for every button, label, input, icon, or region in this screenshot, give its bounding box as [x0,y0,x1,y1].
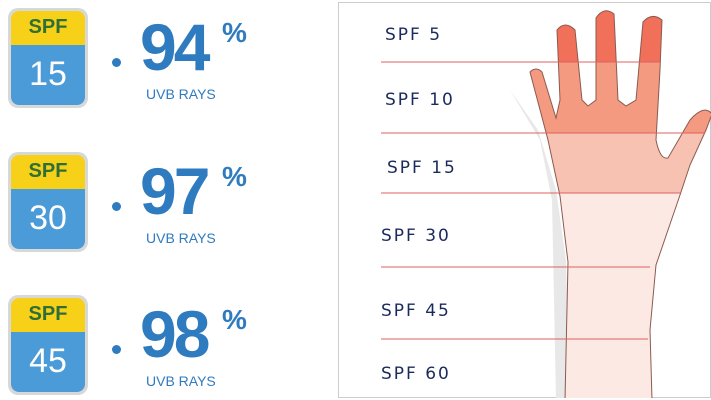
uvb-caption: UVB RAYS [146,86,216,102]
percent-sign: % [222,161,247,192]
uvb-caption: UVB RAYS [146,230,216,246]
spf-badge: SPF 15 [8,8,88,108]
divider-lines [381,61,705,340]
band-lower [530,193,711,398]
uvb-caption: UVB RAYS [146,373,216,389]
spf-badge: SPF 30 [8,152,88,252]
badge-number: 45 [11,331,85,392]
spf30-row: SPF 30 97 % UVB RAYS [0,148,330,252]
spf-label: SPF 15 [387,158,457,178]
spf-label: SPF 30 [381,226,451,246]
hand-shadow [510,90,570,398]
bullet-dot [112,58,121,67]
hand-illustration-panel: SPF 5 SPF 10 SPF 15 SPF 30 SPF 45 SPF 60 [338,2,711,398]
percent-sign: % [222,17,247,48]
percent-sign: % [222,304,247,335]
percent-value: 94 [140,10,210,84]
spf-label: SPF 10 [385,90,455,110]
bullet-dot [112,202,121,211]
spf-label: SPF 5 [385,25,443,45]
hand-illustration [381,10,711,398]
spf-badge: SPF 45 [8,295,88,395]
band-spf15 [530,133,711,193]
badge-number: 15 [11,44,85,105]
badge-label: SPF [11,298,85,332]
spf45-row: SPF 45 98 % UVB RAYS [0,291,330,395]
spf15-row: SPF 15 94 % UVB RAYS [0,4,330,108]
badge-label: SPF [11,155,85,189]
percent-value: 98 [140,297,210,371]
bullet-dot [112,345,121,354]
spf-label: SPF 60 [381,364,451,384]
percent-value: 97 [140,154,210,228]
spf-label: SPF 45 [381,301,451,321]
badge-label: SPF [11,11,85,45]
badge-number: 30 [11,188,85,249]
